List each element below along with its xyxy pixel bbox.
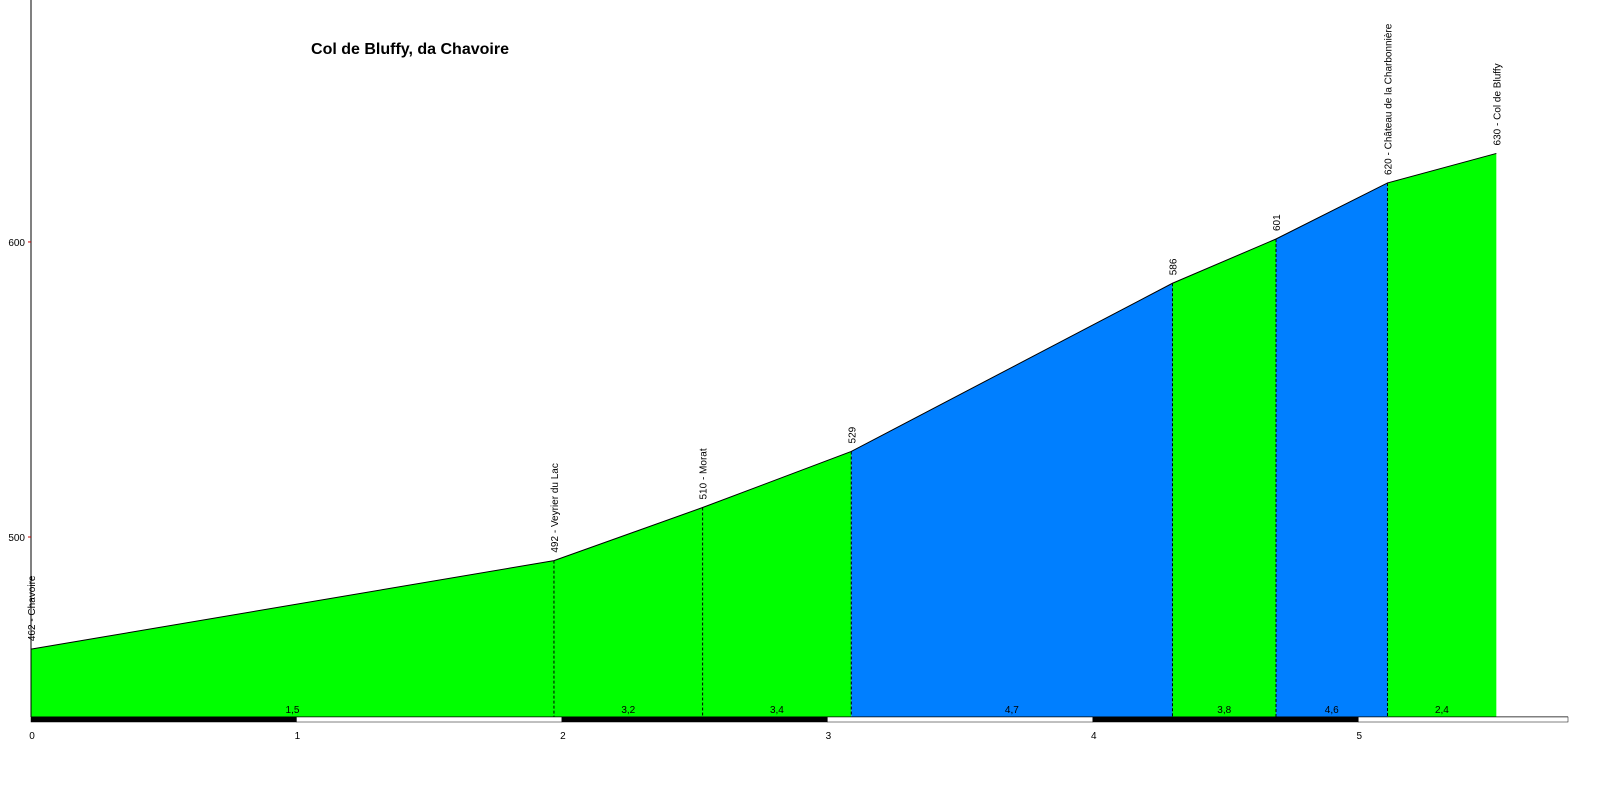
point-label: 529: [847, 426, 858, 443]
x-tick-label: 5: [1357, 731, 1363, 742]
gradient-label: 4,6: [1325, 705, 1339, 716]
chart-title: Col de Bluffy, da Chavoire: [311, 41, 509, 58]
point-label: 620 - Château de la Charbonnière: [1383, 23, 1394, 175]
point-label: 630 - Col de Bluffy: [1492, 63, 1503, 145]
x-tick-label: 2: [560, 731, 566, 742]
point-label: 492 - Veyrier du Lac: [550, 463, 561, 553]
gradient-segment: [553, 507, 703, 717]
distance-band: [1092, 716, 1359, 723]
distance-band: [827, 716, 1094, 723]
distance-band: [1358, 716, 1569, 723]
y-tick-label: 600: [8, 238, 25, 249]
distance-band: [296, 716, 563, 723]
gradient-segment: [1172, 239, 1276, 717]
point-label: 462 - Chavoire: [27, 575, 38, 641]
point-label: 586: [1168, 258, 1179, 275]
gradient-segment: [1275, 182, 1388, 717]
gradient-label: 2,4: [1435, 705, 1449, 716]
x-tick-label: 1: [295, 731, 301, 742]
x-tick-label: 4: [1091, 731, 1097, 742]
point-label: 510 - Morat: [699, 448, 710, 499]
gradient-segment: [31, 560, 554, 717]
gradient-label: 4,7: [1005, 705, 1019, 716]
gradient-segment: [851, 283, 1173, 717]
point-label: 601: [1272, 214, 1283, 231]
distance-band: [30, 716, 297, 723]
gradient-label: 3,2: [621, 705, 635, 716]
profile-line: [30, 152, 1497, 650]
gradient-label: 3,4: [770, 705, 784, 716]
gradient-segment: [1387, 153, 1497, 717]
x-tick-label: 3: [826, 731, 832, 742]
y-tick-label: 500: [8, 533, 25, 544]
gradient-segment: [702, 451, 852, 717]
distance-band: [561, 716, 828, 723]
gradient-label: 1,5: [286, 705, 300, 716]
x-tick-label: 0: [29, 731, 35, 742]
gradient-label: 3,8: [1217, 705, 1231, 716]
